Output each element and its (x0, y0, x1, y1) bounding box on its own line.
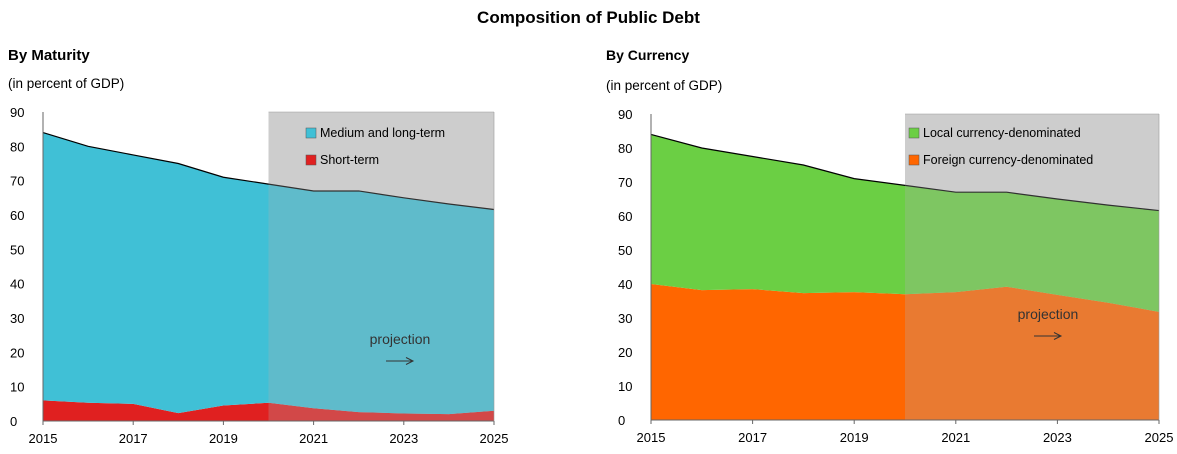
maturity-total-line (42, 132, 495, 211)
currency-ytick-label: 80 (618, 141, 632, 156)
currency-xtick-label: 2019 (840, 430, 869, 445)
maturity-legend-label: Medium and long-term (320, 126, 445, 140)
currency-legend-swatch (908, 127, 920, 139)
maturity-projection-label: projection (370, 331, 431, 347)
maturity-area-medium-and-long-term (43, 132, 494, 415)
maturity-xtick-label: 2019 (209, 431, 238, 446)
maturity-panel-title: By Maturity (8, 47, 90, 64)
currency-legend-swatch (908, 154, 920, 166)
maturity-ytick-label: 20 (10, 345, 24, 360)
maturity-xtick-label: 2025 (480, 431, 509, 446)
maturity-ytick-label: 60 (10, 208, 24, 223)
currency-ytick-label: 10 (618, 379, 632, 394)
currency-ytick-label: 40 (618, 277, 632, 292)
currency-ytick-label: 30 (618, 311, 632, 326)
maturity-ytick-label: 50 (10, 242, 24, 257)
maturity-ytick-label: 70 (10, 174, 24, 189)
maturity-xtick-label: 2017 (119, 431, 148, 446)
maturity-projection-arrowhead (405, 357, 415, 365)
currency-total-line (650, 133, 1160, 212)
maturity-xtick-label: 2023 (389, 431, 418, 446)
maturity-xtick-label: 2021 (299, 431, 328, 446)
currency-ytick-label: 0 (618, 413, 625, 428)
currency-area-local-currency-denominated (651, 134, 1159, 312)
maturity-legend-swatch (305, 127, 317, 139)
currency-area-foreign-currency-denominated (651, 284, 1159, 420)
currency-projection-overlay (905, 114, 1159, 420)
currency-projection-arrowhead (1053, 332, 1063, 340)
currency-xtick-label: 2023 (1043, 430, 1072, 445)
maturity-legend-swatch (305, 154, 317, 166)
currency-xtick-label: 2021 (941, 430, 970, 445)
currency-xtick-label: 2017 (738, 430, 767, 445)
maturity-xtick-label: 2015 (29, 431, 58, 446)
currency-legend-label: Foreign currency-denominated (923, 153, 1093, 167)
main-title: Composition of Public Debt (477, 8, 700, 27)
currency-ytick-label: 50 (618, 243, 632, 258)
maturity-ytick-label: 30 (10, 311, 24, 326)
currency-panel-subtitle: (in percent of GDP) (606, 78, 723, 93)
currency-ytick-label: 70 (618, 175, 632, 190)
currency-ytick-label: 20 (618, 345, 632, 360)
maturity-ytick-label: 90 (10, 105, 24, 120)
maturity-ytick-label: 0 (10, 414, 17, 429)
currency-xtick-label: 2015 (637, 430, 666, 445)
maturity-panel-subtitle: (in percent of GDP) (8, 76, 125, 91)
maturity-legend-label: Short-term (320, 153, 379, 167)
maturity-ytick-label: 10 (10, 380, 24, 395)
currency-legend-label: Local currency-denominated (923, 126, 1081, 140)
currency-xtick-label: 2025 (1145, 430, 1174, 445)
currency-ytick-label: 60 (618, 209, 632, 224)
currency-ytick-label: 90 (618, 107, 632, 122)
maturity-ytick-label: 40 (10, 277, 24, 292)
currency-panel-title: By Currency (606, 47, 690, 63)
maturity-area-short-term (43, 400, 494, 421)
maturity-ytick-label: 80 (10, 139, 24, 154)
currency-projection-label: projection (1018, 306, 1079, 322)
